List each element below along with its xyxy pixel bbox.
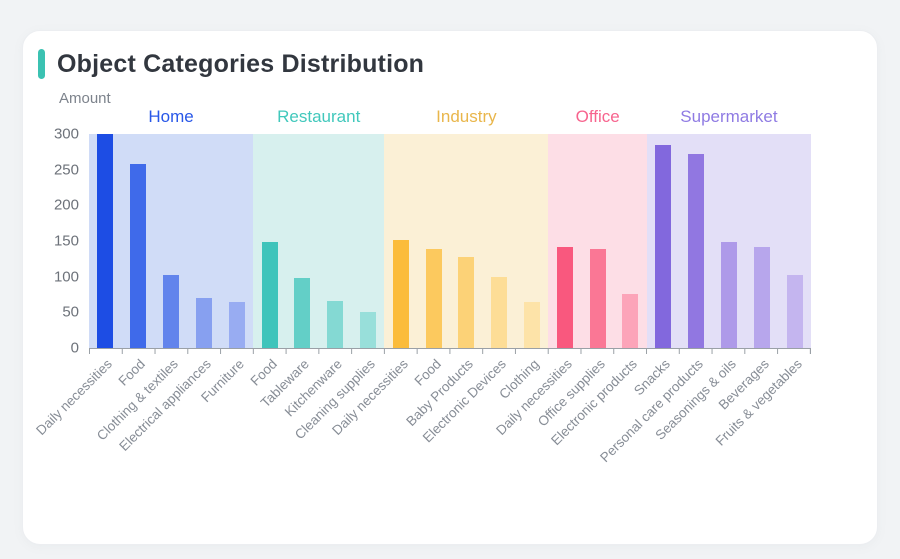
bar-office-daily-necessities[interactable] [556,246,573,348]
x-tick-label: Electronic products [548,356,641,449]
category-slot: Food [411,134,450,389]
category-slot: Kitchenware [282,134,352,419]
x-tick-label: Office supplies [534,356,608,430]
bar-office-electronic-products[interactable] [622,293,639,348]
group-label-office: Office [575,107,620,126]
y-axis-tick-labels: 0 50 100 150 200 250 300 [27,127,79,356]
group-band-restaurant: Restaurant Food Tableware Kitchenware Cleani… [247,107,385,442]
group-label-home: Home [148,107,194,126]
bar-industry-daily-necessities[interactable] [392,240,409,348]
bar-home-furniture[interactable] [228,301,245,348]
group-label-industry: Industry [436,107,497,126]
y-tick-label: 250 [53,161,79,179]
x-tick-label: Daily necessities [328,356,411,438]
bar-industry-clothing[interactable] [524,302,541,348]
chart-header: Object Categories Distribution [38,49,424,79]
bar-restaurant-cleaning-supplies[interactable] [359,311,376,348]
x-tick-label: Kitchenware [281,356,346,420]
bar-supermarket-beverages[interactable] [753,247,770,348]
x-tick-label: Daily necessities [493,356,575,438]
title-accent-bar [38,49,45,79]
x-tick-label: Electrical appliances [116,356,214,454]
category-slot: Daily necessities [493,134,581,438]
bar-supermarket-snacks[interactable] [655,144,672,348]
bar-supermarket-fruits-vegetables[interactable] [786,275,803,348]
x-tick-label: Beverages [715,356,772,413]
y-tick-label: 0 [70,339,79,357]
x-tick-label: Fruits & vegetables [712,356,805,449]
category-slot: Electronic Devices [420,134,516,445]
x-tick-label: Cleaning supplies [291,356,378,443]
x-tick-label: Personal care products [597,356,707,466]
group-band-office: Office Daily necessities Office supplies El… [493,107,647,448]
y-tick-label: 50 [62,303,79,321]
category-slot: Cleaning supplies [292,134,385,442]
y-tick-label: 300 [53,125,79,143]
category-slot: Snacks [631,134,680,398]
bar-restaurant-kitchenware[interactable] [327,300,344,348]
category-slot: Clothing [496,134,549,402]
x-tick-label: Snacks [631,356,674,399]
x-tick-label: Food [115,356,149,389]
x-tick-label: Clothing [496,356,542,402]
category-slot: Electronic products [549,134,647,448]
category-slot: Daily necessities [34,134,122,438]
bar-industry-electronic-devices[interactable] [491,276,508,348]
bar-home-electrical-appliances[interactable] [195,298,212,348]
x-tick-label: Electronic Devices [419,356,510,446]
category-slot: Food [116,134,155,389]
bar-restaurant-food[interactable] [261,241,278,348]
bar-industry-baby-products[interactable] [458,257,475,348]
group-bands: Home Daily necessities Food Clothing & text… [34,107,811,465]
chart-card: Object Categories Distribution Amount 0 5… [22,30,878,545]
x-tick-label: Daily necessities [33,356,116,438]
category-slot: Furniture [198,134,253,405]
category-slot: Baby Products [404,134,483,429]
chart-title: Object Categories Distribution [57,49,425,78]
category-slot: Beverages [715,134,778,413]
x-tick-label: Clothing & textiles [93,356,181,444]
bar-home-food[interactable] [130,163,147,348]
category-slot: Food [247,134,286,389]
y-tick-label: 200 [53,196,79,214]
y-axis-title: Amount [59,90,111,107]
category-slot: Seasonings & oils [652,134,746,443]
group-band-industry: Industry Daily necessities Food Baby Produc… [329,107,549,445]
y-tick-label: 150 [53,232,79,250]
x-tick-label: Tableware [258,356,313,411]
group-band-home: Home Daily necessities Food Clothing & text… [34,107,254,454]
x-tick-label: Seasonings & oils [652,356,739,443]
group-band-supermarket: Supermarket Snacks Personal care products S… [597,107,811,465]
category-slot: Fruits & vegetables [712,134,811,449]
group-label-restaurant: Restaurant [277,107,361,126]
x-tick-label: Food [247,356,280,389]
bar-supermarket-seasonings-oils[interactable] [720,241,737,348]
x-axis-line [89,348,811,354]
bar-home-clothing-textiles[interactable] [163,274,180,348]
bar-industry-food[interactable] [425,248,442,348]
category-slot: Personal care products [597,134,713,465]
category-slot: Tableware [258,134,319,410]
category-slot: Clothing & textiles [94,134,188,443]
bar-restaurant-tableware[interactable] [294,278,311,348]
x-tick-label: Baby Products [403,356,477,429]
x-tick-label: Food [411,356,444,389]
x-tick-label: Furniture [197,356,247,406]
category-slot: Electrical appliances [116,134,220,454]
bar-supermarket-personal-care-products[interactable] [688,153,705,348]
plot-area: 0 50 100 150 200 250 300 Home Daily necessities… [34,107,811,465]
y-tick-label: 100 [53,268,79,286]
category-slot: Office supplies [535,134,614,429]
category-slot: Daily necessities [329,134,417,438]
bar-home-daily-necessities[interactable] [97,134,114,348]
group-label-supermarket: Supermarket [680,107,778,126]
bar-office-office-supplies[interactable] [589,248,606,348]
